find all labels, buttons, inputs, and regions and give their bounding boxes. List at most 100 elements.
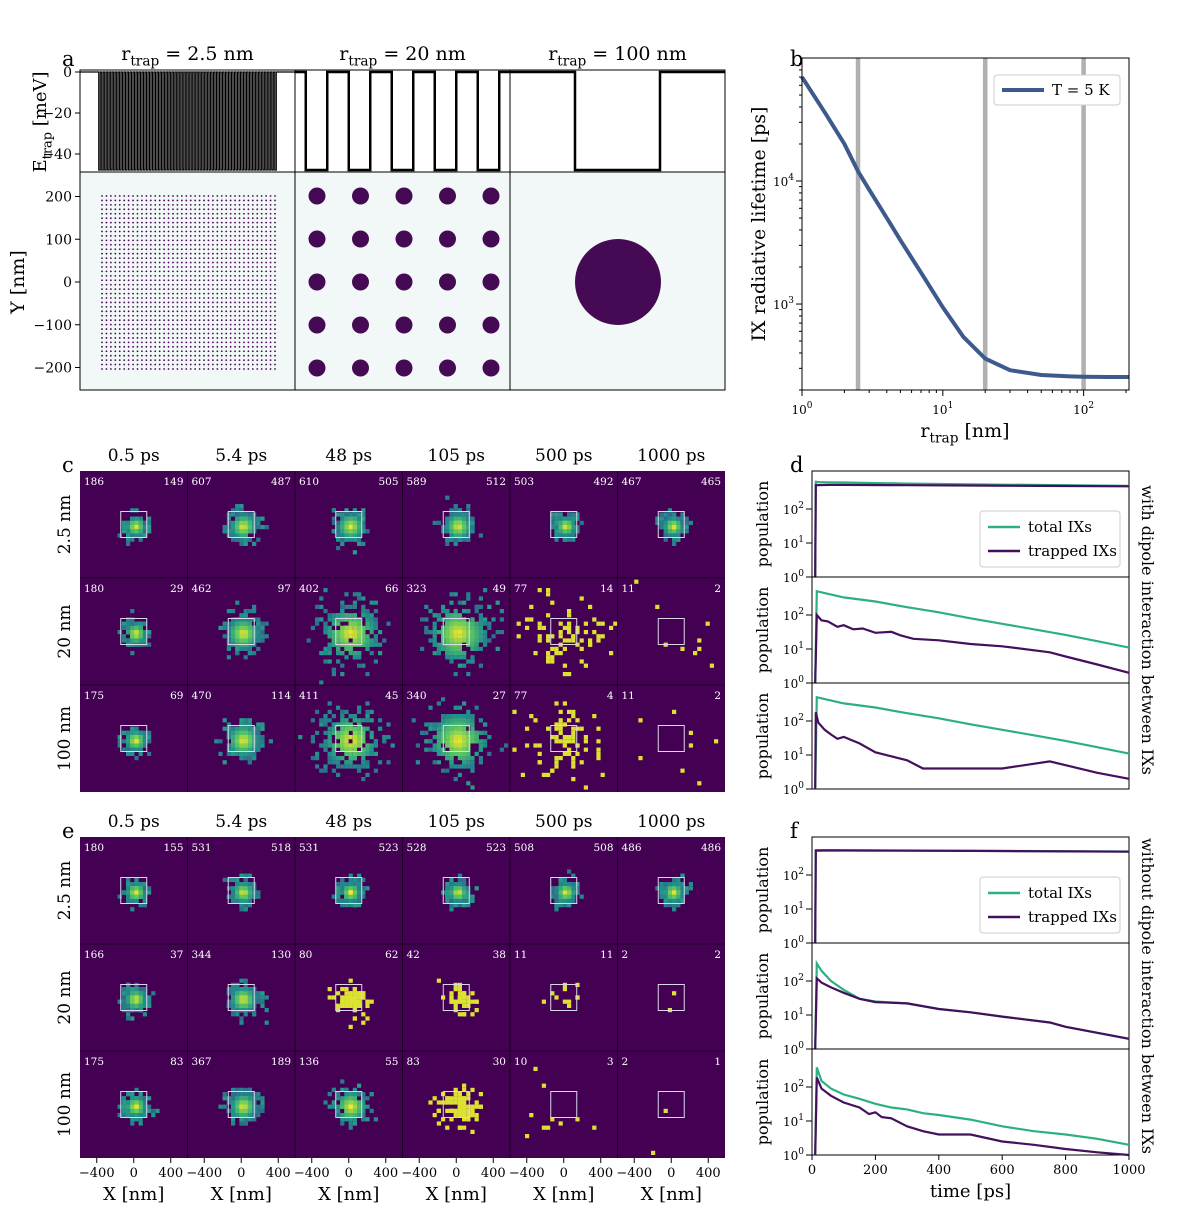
heatmap-pixel bbox=[138, 516, 143, 521]
trap-dot bbox=[163, 195, 166, 197]
trap-dot bbox=[260, 226, 263, 228]
heatmap-pixel bbox=[310, 756, 315, 761]
trap-dot bbox=[260, 297, 263, 299]
heatmap-pixel bbox=[340, 625, 345, 630]
heatmap-pixel bbox=[247, 756, 252, 761]
trap-dot bbox=[229, 208, 232, 211]
trap-dot bbox=[238, 345, 241, 348]
heatmap-pixel bbox=[357, 520, 362, 525]
heatmap-pixel bbox=[357, 625, 362, 630]
trap-dot bbox=[234, 341, 236, 344]
trap-dot bbox=[109, 217, 112, 220]
trap-dot bbox=[123, 363, 126, 366]
trap-dot bbox=[127, 283, 130, 286]
trap-dot bbox=[203, 212, 205, 215]
heatmap-pixel bbox=[436, 520, 441, 525]
trap-dot bbox=[180, 368, 183, 370]
trap-dot bbox=[101, 314, 103, 317]
trap-dot bbox=[212, 230, 214, 233]
trap-dot bbox=[109, 230, 112, 233]
trap-dot bbox=[251, 354, 254, 357]
heatmap-pixel bbox=[327, 730, 332, 735]
heatmap-pixel bbox=[256, 520, 261, 525]
trap-dot bbox=[198, 230, 201, 233]
heatmap-pixel bbox=[256, 537, 261, 542]
trap-dot bbox=[118, 221, 121, 224]
trap-dot bbox=[149, 283, 152, 286]
trap-dot bbox=[132, 203, 134, 206]
trap-dot bbox=[189, 359, 192, 362]
trap-dot bbox=[141, 341, 143, 344]
heatmap-pixel bbox=[319, 768, 324, 773]
trap-dot bbox=[185, 195, 188, 197]
trap-dot bbox=[274, 350, 276, 353]
trap-dot bbox=[198, 306, 201, 308]
heatmap-pixel bbox=[331, 642, 336, 647]
trap-dot bbox=[132, 230, 134, 233]
trap-dot bbox=[109, 226, 112, 228]
trap-dot bbox=[274, 354, 276, 357]
trap-dot bbox=[109, 235, 112, 237]
trap-dot bbox=[256, 239, 259, 242]
trap-dot bbox=[136, 297, 139, 299]
trap-dot bbox=[163, 274, 166, 277]
trap-dot bbox=[220, 328, 223, 330]
heatmap-pixel bbox=[323, 730, 328, 735]
heatmap-pixel bbox=[235, 512, 240, 517]
trap-dot bbox=[167, 208, 170, 211]
heatmap-pixel bbox=[579, 638, 584, 643]
trap-dot bbox=[149, 332, 152, 335]
heatmap-pixel bbox=[243, 634, 248, 639]
heatmap-pixel bbox=[239, 516, 244, 521]
trap-dot bbox=[207, 270, 210, 273]
heatmap-pixel bbox=[373, 621, 378, 626]
trap-dot bbox=[189, 341, 192, 344]
heatmap-pixel bbox=[361, 735, 366, 740]
trap-dot bbox=[158, 288, 161, 291]
heatmap-pixel bbox=[478, 638, 483, 643]
trap-dot bbox=[265, 328, 268, 330]
heatmap-pixel bbox=[474, 625, 479, 630]
trap-dot bbox=[189, 297, 192, 299]
trap-dot bbox=[207, 221, 210, 224]
heatmap-pixel bbox=[361, 525, 366, 530]
heatmap-pixel bbox=[453, 529, 458, 534]
trap-dot bbox=[243, 368, 245, 370]
trap-dot bbox=[260, 354, 263, 357]
heatmap-pixel bbox=[449, 525, 454, 530]
heatmap-pixel bbox=[243, 512, 248, 517]
heatmap-pixel bbox=[239, 735, 244, 740]
heatmap-pixel bbox=[357, 651, 362, 656]
heatmap-pixel bbox=[130, 739, 135, 744]
trap-dot bbox=[149, 274, 152, 277]
trap-dot bbox=[265, 354, 268, 357]
trap-dot bbox=[127, 195, 130, 197]
heatmap-pixel bbox=[256, 525, 261, 530]
heatmap-pixel bbox=[264, 621, 269, 626]
energy-tick-label: −40 bbox=[42, 147, 72, 163]
trap-dot bbox=[145, 306, 148, 308]
trap-dot bbox=[265, 350, 268, 353]
heatmap-pixel bbox=[453, 630, 458, 635]
heatmap-pixel bbox=[667, 520, 672, 525]
trap-dot bbox=[251, 230, 254, 233]
trap-dot bbox=[216, 350, 219, 353]
trap-dot bbox=[243, 221, 245, 224]
heatmap-pixel bbox=[592, 617, 597, 622]
heatmap-pixel bbox=[323, 722, 328, 727]
heatmap-pixel bbox=[147, 730, 152, 735]
trap-dot bbox=[109, 319, 112, 322]
trap-dot bbox=[145, 337, 148, 339]
trap-dot bbox=[251, 195, 254, 197]
trap-dot bbox=[105, 368, 108, 370]
trap-dot bbox=[194, 332, 197, 335]
trap-dot bbox=[136, 195, 139, 197]
trap-dot bbox=[207, 301, 210, 304]
heatmap-pixel bbox=[134, 638, 139, 643]
trap-dot bbox=[203, 292, 205, 295]
heatmap-pixel bbox=[499, 617, 504, 622]
trap-dot bbox=[229, 292, 232, 295]
trap-dot bbox=[482, 187, 500, 205]
trap-dot bbox=[136, 226, 139, 228]
heatmap-pixel bbox=[663, 520, 668, 525]
